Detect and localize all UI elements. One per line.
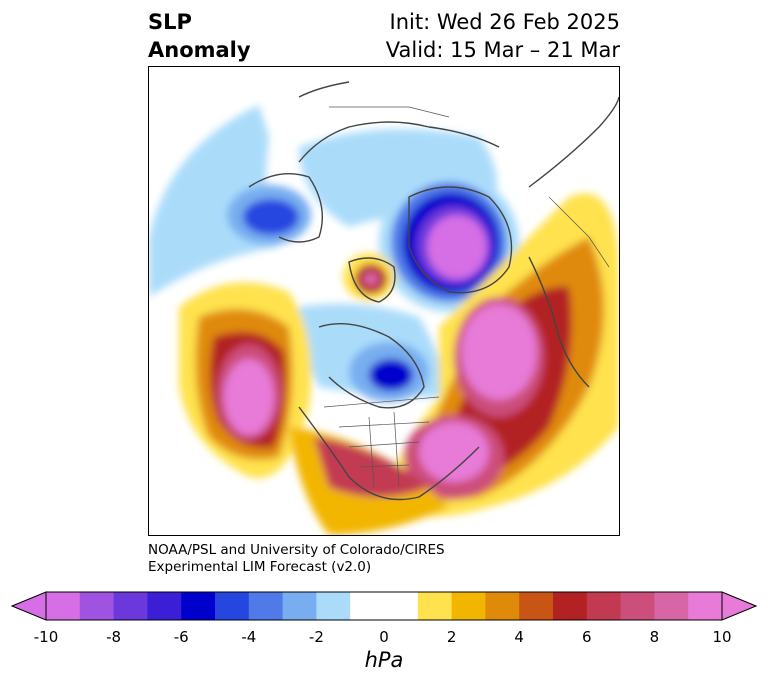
colorbar-bin [553, 592, 588, 620]
colorbar-bin [215, 592, 250, 620]
anomaly-field [149, 105, 619, 535]
colorbar-bin [654, 592, 689, 620]
credit-model: Experimental LIM Forecast (v2.0) [148, 559, 372, 575]
colorbar-bin [586, 592, 622, 620]
colorbar-bin [147, 592, 182, 620]
colorbar-bin [451, 592, 486, 620]
colorbar-tick-label: 10 [712, 628, 732, 646]
colorbar-tick-label: 4 [514, 628, 524, 646]
slp-anomaly-map [148, 66, 620, 536]
init-date: Init: Wed 26 Feb 2025 [389, 10, 620, 34]
colorbar-bin [113, 592, 148, 620]
data-credit: NOAA/PSL and University of Colorado/CIRE… [148, 542, 445, 576]
colorbar-outline [45, 591, 723, 621]
map-title: SLP Anomaly [148, 8, 251, 64]
colorbar-bin [417, 592, 453, 620]
colorbar-extend-max [721, 591, 758, 621]
colorbar-bin [620, 592, 655, 620]
borders [323, 106, 610, 488]
colorbar-tick-label: 6 [582, 628, 592, 646]
colorbar-bin [384, 592, 419, 620]
colorbar-bin [350, 592, 385, 620]
colorbar-bin [519, 592, 554, 620]
colorbar-bin [485, 592, 520, 620]
colorbar-tick-label: 2 [446, 628, 457, 646]
colorbar-unit: hPa [364, 648, 404, 672]
colorbar-bin [688, 592, 723, 620]
colorbar-bin [46, 592, 81, 620]
colorbar-bin [248, 592, 284, 620]
colorbar-tick-label: -10 [33, 628, 59, 646]
colorbar-bin [181, 592, 216, 620]
credit-source: NOAA/PSL and University of Colorado/CIRE… [148, 542, 445, 558]
colorbar-extend-min [10, 591, 47, 621]
colorbar [10, 591, 758, 621]
valid-range: Valid: 15 Mar – 21 Mar [385, 38, 620, 62]
colorbar-tick-label: -8 [106, 628, 122, 646]
colorbar-tick-label: 8 [649, 628, 660, 646]
colorbar-tick-label: -2 [308, 628, 324, 646]
colorbar-tick-label: 0 [379, 628, 389, 646]
forecast-dates: Init: Wed 26 Feb 2025 Valid: 15 Mar – 21… [386, 8, 620, 64]
colorbar-bin [79, 592, 115, 620]
title-quantity: Anomaly [148, 38, 251, 62]
colorbar-bin [282, 592, 317, 620]
title-variable: SLP [148, 10, 192, 34]
colorbar-tick-label: -4 [241, 628, 257, 646]
colorbar-bin [316, 592, 351, 620]
coastlines [248, 81, 619, 501]
colorbar-tick-label: -6 [173, 628, 189, 646]
map-canvas [149, 81, 619, 535]
